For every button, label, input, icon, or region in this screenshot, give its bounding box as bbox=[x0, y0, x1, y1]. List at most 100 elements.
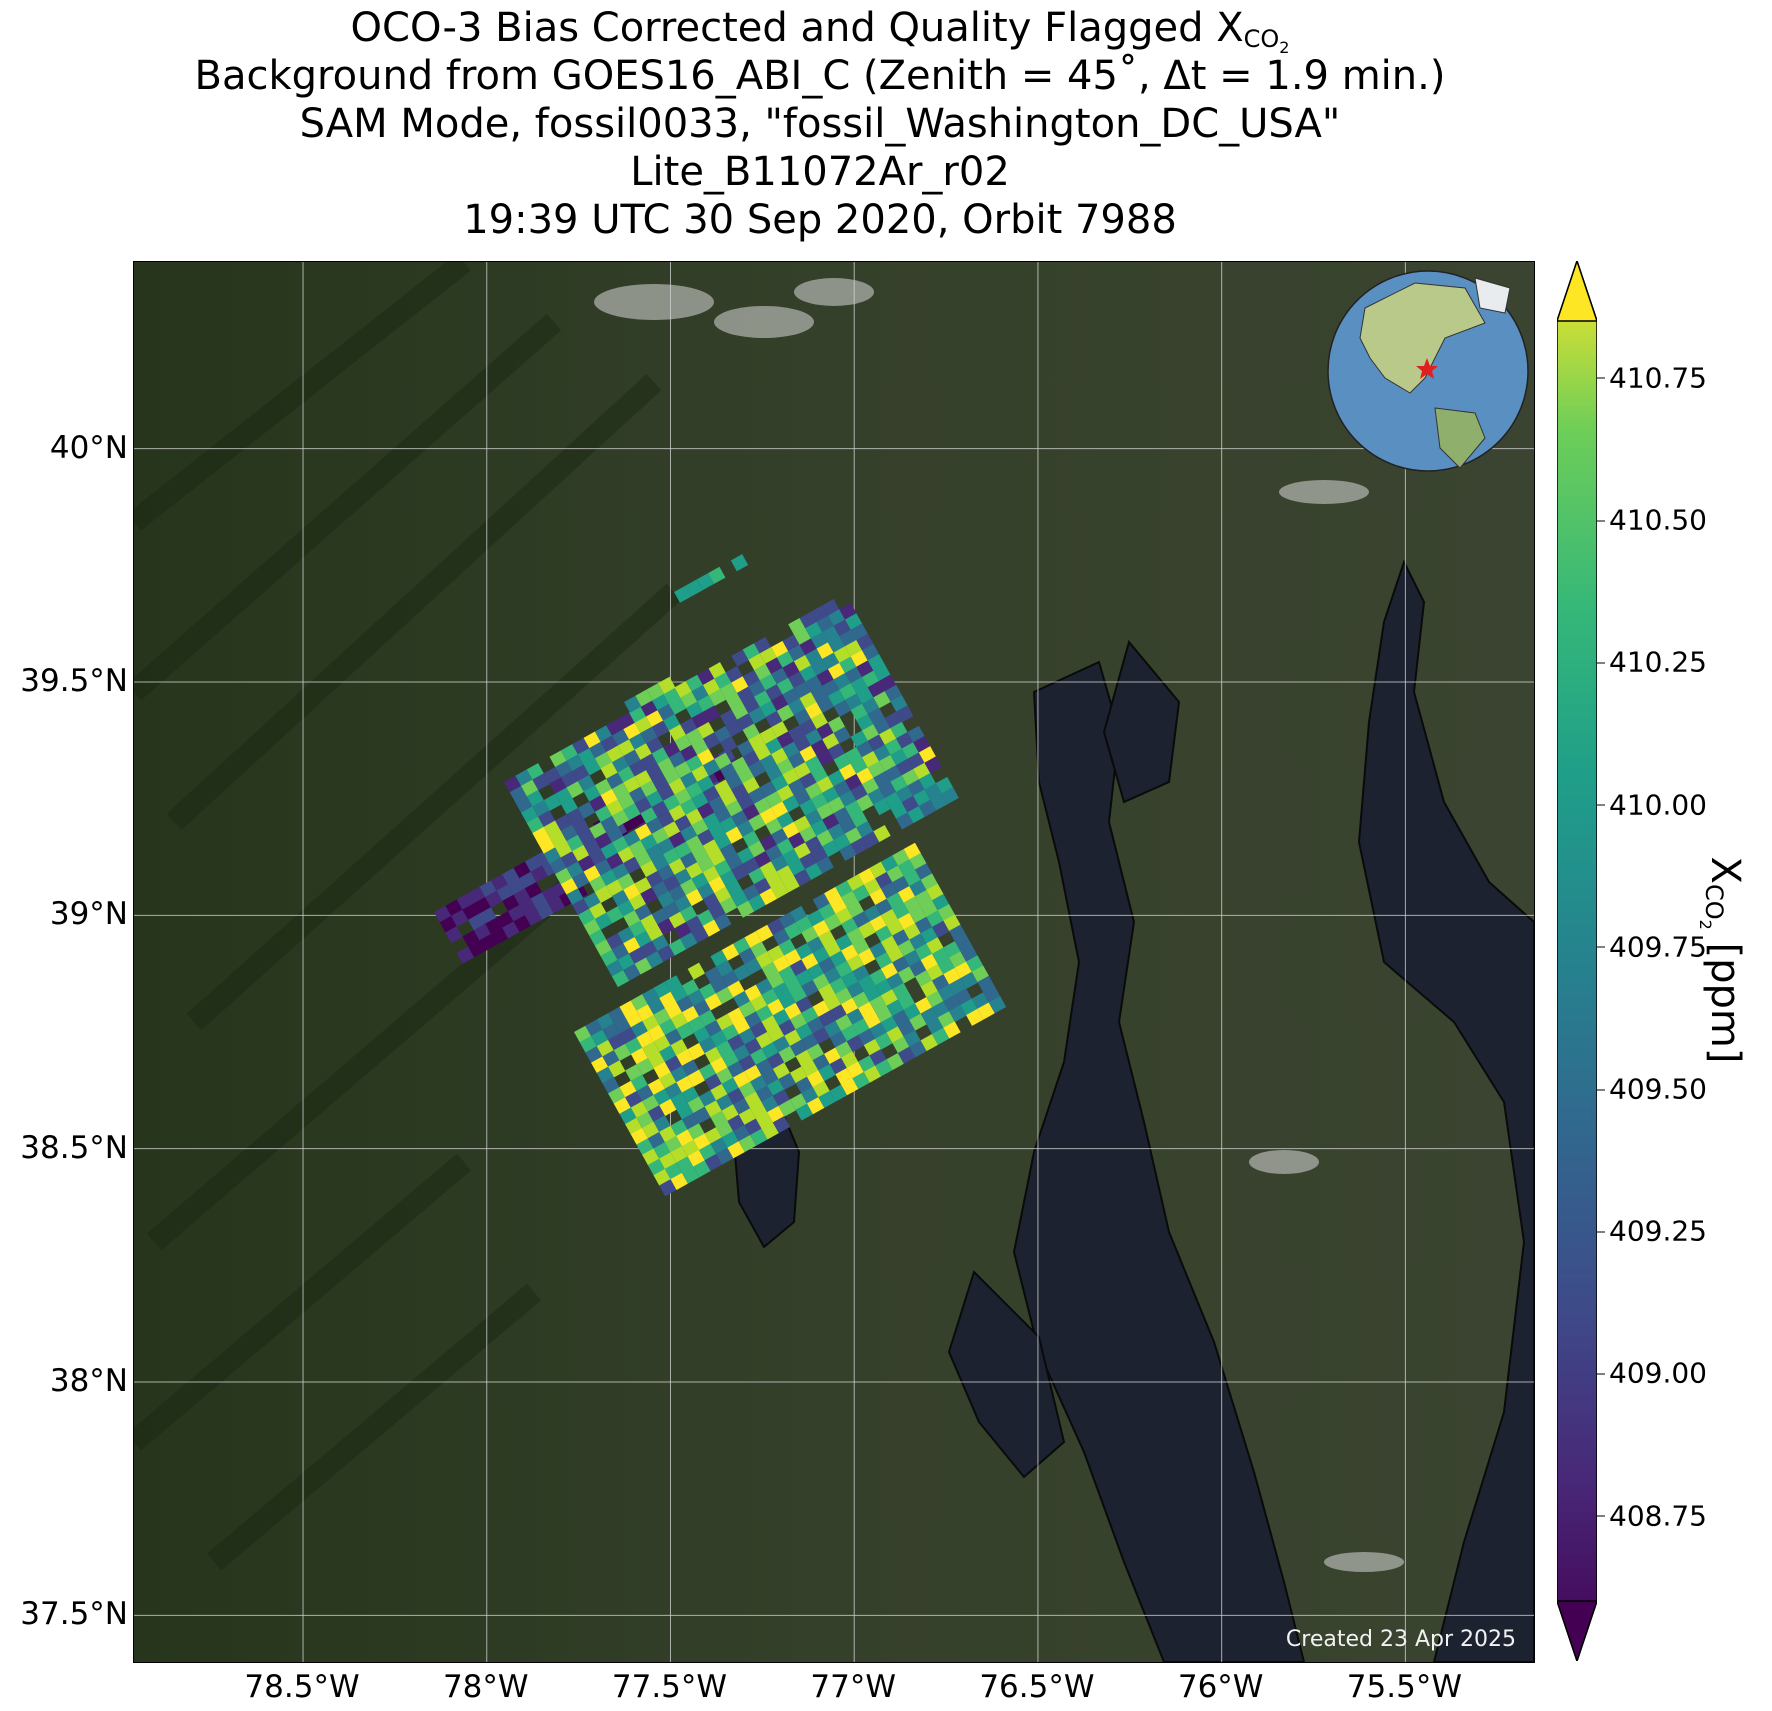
sounding-pixel bbox=[833, 726, 851, 744]
sounding-pixel bbox=[822, 839, 840, 858]
sounding-pixel bbox=[748, 760, 766, 778]
sounding-pixel bbox=[645, 951, 664, 969]
sounding-pixel bbox=[623, 856, 641, 874]
sounding-pixel bbox=[670, 1172, 688, 1190]
colorbar-tick-label: 409.25 bbox=[1597, 1214, 1707, 1248]
colorbar-label-unit: [ppm] bbox=[1702, 929, 1748, 1064]
sounding-pixel bbox=[960, 971, 978, 989]
sounding-pixel bbox=[502, 921, 520, 939]
sounding-pixel bbox=[704, 993, 723, 1011]
sounding-pixel bbox=[818, 1090, 836, 1108]
sounding-pixel bbox=[943, 1021, 961, 1039]
sounding-pixel bbox=[566, 781, 584, 799]
sounding-pixel bbox=[966, 1008, 984, 1026]
sounding-pixel bbox=[674, 585, 692, 603]
sounding-pixel bbox=[795, 1103, 813, 1121]
sounding-pixel bbox=[687, 1069, 705, 1087]
sounding-pixel bbox=[750, 1128, 768, 1146]
sounding-pixel bbox=[687, 1042, 705, 1061]
sounding-pixel bbox=[918, 799, 937, 817]
sounding-pixel bbox=[651, 720, 670, 738]
sounding-pixel bbox=[456, 946, 475, 964]
colorbar-tick-label: 409.75 bbox=[1597, 930, 1707, 964]
sounding-pixel bbox=[668, 938, 687, 956]
sounding-pixel bbox=[485, 890, 503, 908]
sounding-pixel bbox=[594, 912, 613, 930]
lon-tick-label: 76°W bbox=[1177, 1669, 1264, 1705]
sounding-pixel bbox=[805, 862, 823, 880]
sounding-pixel bbox=[841, 1078, 859, 1096]
sounding-pixel bbox=[873, 824, 891, 843]
sounding-pixel bbox=[858, 948, 876, 966]
sounding-pixel bbox=[719, 736, 738, 754]
sounding-pixel bbox=[863, 1065, 882, 1083]
lon-tick-label: 76.5°W bbox=[979, 1669, 1095, 1705]
cloud-patches bbox=[594, 278, 1404, 1572]
sounding-pixel bbox=[606, 906, 624, 924]
sounding-pixel bbox=[782, 875, 800, 893]
sounding-pixel bbox=[897, 1046, 916, 1064]
sounding-pixel bbox=[572, 871, 590, 889]
sounding-pixel bbox=[818, 1064, 836, 1082]
sounding-pixel bbox=[613, 1043, 632, 1061]
colorbar bbox=[1557, 261, 1597, 1661]
colorbar-tick-label: 410.25 bbox=[1597, 645, 1707, 679]
sounding-pixel bbox=[513, 915, 531, 933]
sounding-pixel bbox=[850, 837, 868, 855]
sounding-pixel bbox=[816, 695, 834, 713]
sounding-pixel bbox=[771, 881, 789, 899]
map-panel[interactable]: Created 23 Apr 2025 bbox=[133, 261, 1535, 1663]
lat-tick-label: 38°N bbox=[49, 1363, 128, 1399]
sounding-pixel bbox=[731, 863, 749, 881]
sounding-pixel bbox=[685, 888, 704, 907]
lat-tick-label: 38.5°N bbox=[20, 1129, 128, 1166]
sounding-pixel bbox=[738, 1134, 757, 1153]
sounding-pixel bbox=[941, 787, 959, 805]
sounding-pixel bbox=[949, 1004, 967, 1022]
sounding-pixel bbox=[714, 913, 732, 931]
sounding-swath bbox=[504, 599, 959, 988]
sounding-pixel bbox=[812, 1027, 831, 1045]
sounding-pixel bbox=[611, 970, 630, 988]
title-sub-text: CO bbox=[1243, 25, 1280, 53]
sounding-pixel bbox=[680, 932, 698, 950]
sounding-pixel bbox=[761, 1122, 779, 1140]
sounding-pixel bbox=[704, 1153, 722, 1172]
sounding-pixel bbox=[693, 1160, 711, 1178]
sounding-pixel bbox=[730, 554, 749, 572]
globe-star-icon bbox=[1416, 358, 1438, 379]
lat-tick-label: 40°N bbox=[49, 429, 128, 466]
sounding-pixel bbox=[829, 1084, 848, 1102]
sounding-pixel bbox=[668, 697, 687, 715]
lon-tick-label: 77°W bbox=[810, 1669, 897, 1705]
creation-credit: Created 23 Apr 2025 bbox=[1285, 1627, 1516, 1652]
sounding-pixel bbox=[594, 885, 613, 903]
sounding-pixel bbox=[839, 843, 857, 861]
colorbar-tick-label: 410.50 bbox=[1597, 503, 1707, 537]
sounding-pixel bbox=[532, 773, 550, 791]
sounding-pixel bbox=[543, 793, 562, 811]
sounding-pixel bbox=[547, 896, 566, 914]
lon-tick-label: 78°W bbox=[442, 1669, 529, 1705]
sounding-pixel bbox=[772, 1116, 791, 1134]
sounding-pixel bbox=[909, 1013, 927, 1031]
sounding-pixel bbox=[636, 1057, 654, 1076]
colorbar-top-extension bbox=[1557, 261, 1597, 322]
sounding-pixel bbox=[875, 1059, 893, 1077]
sounding-pixel bbox=[873, 798, 891, 816]
colorbar-label-sub-text: CO bbox=[1700, 883, 1728, 920]
sounding-pixel bbox=[816, 749, 834, 767]
sounding-pixel bbox=[733, 964, 751, 982]
sounding-pixel bbox=[634, 957, 652, 975]
sounding-pixel bbox=[778, 1072, 796, 1090]
sounding-swath bbox=[624, 676, 676, 713]
globe-greenland bbox=[1474, 277, 1511, 314]
sounding-pixel bbox=[623, 963, 641, 981]
sounding-pixel bbox=[736, 900, 755, 918]
sounding-pixel bbox=[530, 865, 548, 883]
sounding-pixel bbox=[806, 1097, 825, 1115]
sounding-pixel bbox=[635, 689, 653, 707]
title-line-3: SAM Mode, fossil0033, "fossil_Washington… bbox=[299, 101, 1341, 147]
sounding-pixel bbox=[725, 719, 743, 737]
title-subsub-text: 2 bbox=[1279, 38, 1290, 57]
